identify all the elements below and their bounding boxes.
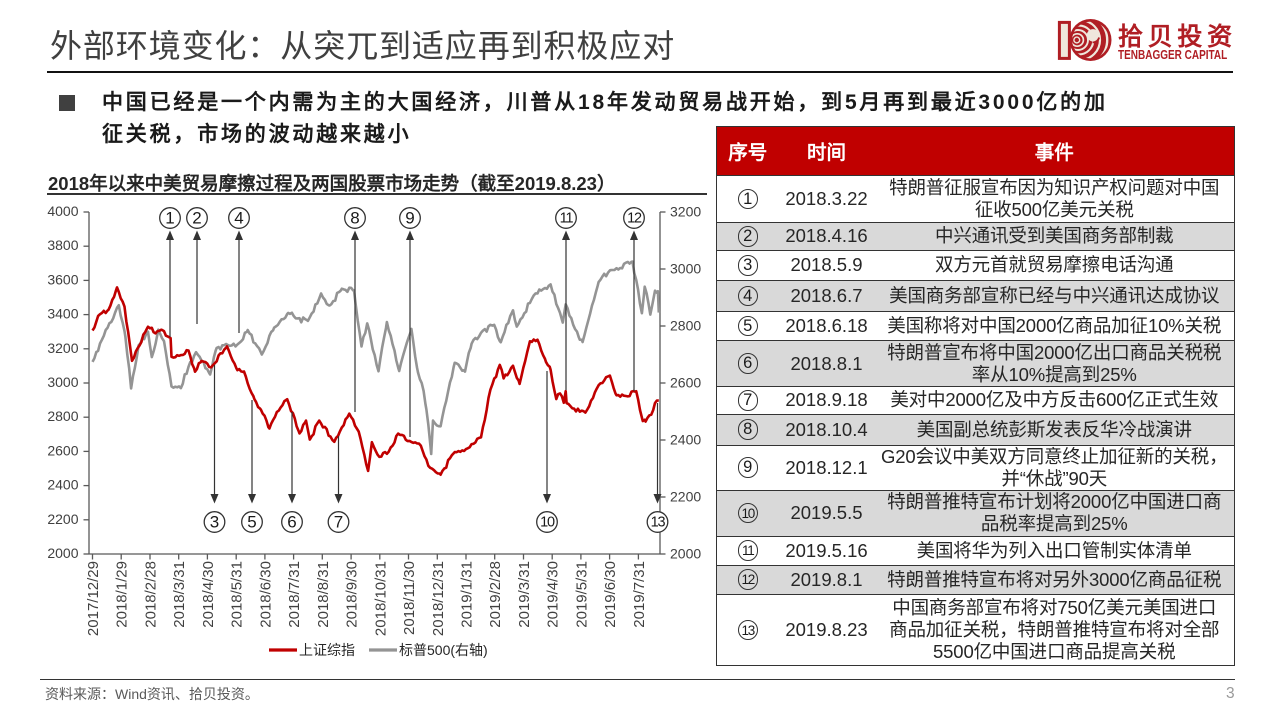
- svg-text:2018/5/31: 2018/5/31: [229, 561, 246, 628]
- svg-text:3200: 3200: [670, 204, 701, 220]
- svg-text:3800: 3800: [47, 237, 78, 253]
- svg-text:3400: 3400: [47, 306, 78, 322]
- svg-text:2400: 2400: [47, 477, 78, 493]
- svg-text:7: 7: [334, 513, 343, 532]
- svg-text:4: 4: [234, 209, 243, 228]
- svg-text:10: 10: [540, 515, 555, 531]
- svg-text:标普500(右轴): 标普500(右轴): [399, 642, 488, 658]
- svg-text:4000: 4000: [47, 203, 78, 219]
- svg-text:2019/5/31: 2019/5/31: [573, 561, 590, 628]
- svg-text:2: 2: [192, 209, 201, 228]
- svg-text:3200: 3200: [47, 340, 78, 356]
- svg-text:2019/6/30: 2019/6/30: [602, 561, 619, 628]
- svg-text:3000: 3000: [47, 374, 78, 390]
- svg-text:2017/12/29: 2017/12/29: [85, 561, 102, 636]
- svg-text:2018/8/31: 2018/8/31: [315, 561, 332, 628]
- svg-text:2018/1/29: 2018/1/29: [114, 561, 131, 628]
- svg-text:2019/4/30: 2019/4/30: [545, 561, 562, 628]
- svg-text:2019/7/31: 2019/7/31: [631, 561, 648, 628]
- svg-text:2018/2/28: 2018/2/28: [143, 561, 160, 628]
- svg-text:2018/12/31: 2018/12/31: [430, 561, 447, 636]
- svg-text:2018/4/30: 2018/4/30: [200, 561, 217, 628]
- svg-text:2018/10/31: 2018/10/31: [372, 561, 389, 636]
- svg-text:9: 9: [405, 209, 414, 228]
- svg-text:8: 8: [350, 209, 359, 228]
- svg-text:2400: 2400: [670, 432, 701, 448]
- svg-text:11: 11: [560, 211, 574, 227]
- svg-text:2200: 2200: [47, 511, 78, 527]
- svg-text:1: 1: [165, 209, 174, 228]
- svg-text:12: 12: [627, 211, 642, 227]
- svg-text:2018/3/31: 2018/3/31: [171, 561, 188, 628]
- svg-text:3600: 3600: [47, 271, 78, 287]
- svg-text:13: 13: [651, 515, 666, 531]
- svg-text:2800: 2800: [670, 318, 701, 334]
- svg-text:2600: 2600: [670, 375, 701, 391]
- svg-text:上证综指: 上证综指: [299, 642, 355, 658]
- svg-text:2019/1/31: 2019/1/31: [459, 561, 476, 628]
- svg-text:2018/6/30: 2018/6/30: [257, 561, 274, 628]
- svg-text:2018/9/30: 2018/9/30: [344, 561, 361, 628]
- svg-text:2019/2/28: 2019/2/28: [487, 561, 504, 628]
- svg-text:3000: 3000: [670, 261, 701, 277]
- svg-text:2200: 2200: [670, 489, 701, 505]
- svg-text:3: 3: [210, 513, 219, 532]
- svg-text:2000: 2000: [47, 545, 78, 561]
- svg-text:6: 6: [287, 513, 296, 532]
- svg-text:2019/3/31: 2019/3/31: [516, 561, 533, 628]
- svg-text:5: 5: [247, 513, 256, 532]
- svg-text:2000: 2000: [670, 546, 701, 562]
- svg-text:2018/7/31: 2018/7/31: [286, 561, 303, 628]
- svg-text:2600: 2600: [47, 442, 78, 458]
- svg-text:2018/11/30: 2018/11/30: [401, 561, 418, 635]
- svg-text:2800: 2800: [47, 408, 78, 424]
